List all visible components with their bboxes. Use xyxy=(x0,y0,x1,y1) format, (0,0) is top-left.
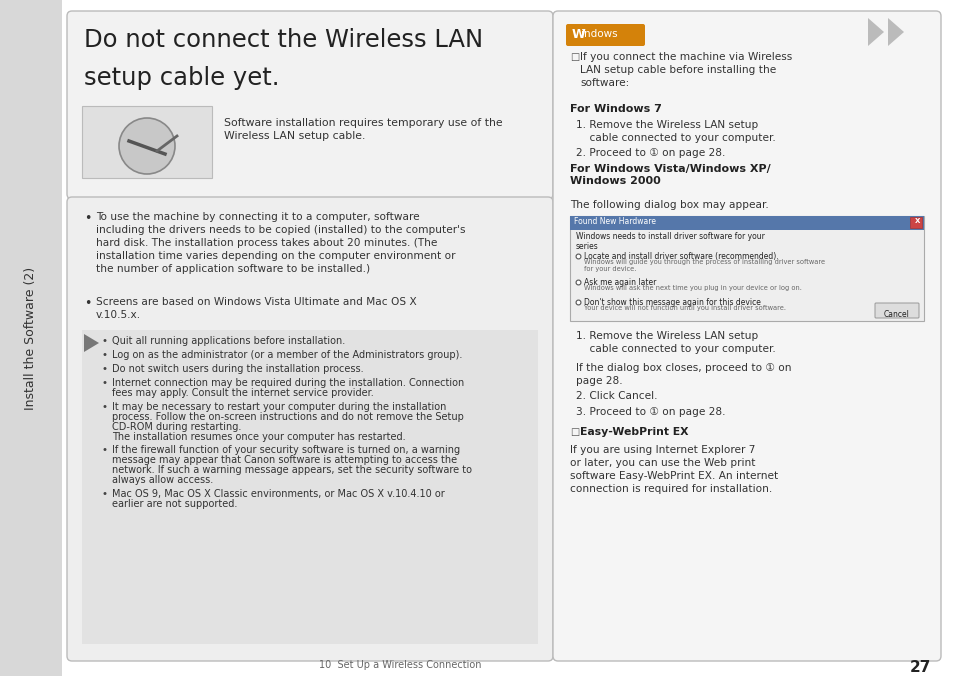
Text: It may be necessary to restart your computer during the installation: It may be necessary to restart your comp… xyxy=(112,402,446,412)
Text: process. Follow the on-screen instructions and do not remove the Setup: process. Follow the on-screen instructio… xyxy=(112,412,463,422)
Text: □: □ xyxy=(569,427,578,437)
Text: 27: 27 xyxy=(908,660,930,675)
Text: •: • xyxy=(102,445,108,455)
Text: earlier are not supported.: earlier are not supported. xyxy=(112,499,237,509)
FancyBboxPatch shape xyxy=(67,197,553,661)
Text: Cancel: Cancel xyxy=(883,310,909,319)
Text: Don't show this message again for this device: Don't show this message again for this d… xyxy=(583,298,760,307)
Text: If the firewall function of your security software is turned on, a warning: If the firewall function of your securit… xyxy=(112,445,459,455)
Text: For Windows Vista/Windows XP/
Windows 2000: For Windows Vista/Windows XP/ Windows 20… xyxy=(569,164,770,187)
Text: Quit all running applications before installation.: Quit all running applications before ins… xyxy=(112,336,345,346)
Text: Software installation requires temporary use of the
Wireless LAN setup cable.: Software installation requires temporary… xyxy=(224,118,502,141)
Text: •: • xyxy=(102,350,108,360)
Text: Log on as the administrator (or a member of the Administrators group).: Log on as the administrator (or a member… xyxy=(112,350,462,360)
Text: The installation resumes once your computer has restarted.: The installation resumes once your compu… xyxy=(112,432,405,442)
Text: If you are using Internet Explorer 7
or later, you can use the Web print
softwar: If you are using Internet Explorer 7 or … xyxy=(569,445,778,494)
Text: indows: indows xyxy=(580,29,617,39)
Text: 10  Set Up a Wireless Connection: 10 Set Up a Wireless Connection xyxy=(318,660,480,670)
Text: for your device.: for your device. xyxy=(583,266,636,272)
Text: If you connect the machine via Wireless
LAN setup cable before installing the
so: If you connect the machine via Wireless … xyxy=(579,52,791,88)
Text: The following dialog box may appear.: The following dialog box may appear. xyxy=(569,200,768,210)
Text: •: • xyxy=(102,378,108,388)
Text: •: • xyxy=(102,402,108,412)
Text: always allow access.: always allow access. xyxy=(112,475,213,485)
Text: For Windows 7: For Windows 7 xyxy=(569,104,661,114)
Text: To use the machine by connecting it to a computer, software
including the driver: To use the machine by connecting it to a… xyxy=(96,212,465,274)
Text: •: • xyxy=(102,364,108,374)
Text: •: • xyxy=(102,336,108,346)
Text: 1. Remove the Wireless LAN setup
    cable connected to your computer.: 1. Remove the Wireless LAN setup cable c… xyxy=(576,331,775,354)
Text: Windows needs to install driver software for your: Windows needs to install driver software… xyxy=(576,232,764,241)
Text: 3. Proceed to ① on page 28.: 3. Proceed to ① on page 28. xyxy=(576,407,724,417)
Bar xyxy=(0,0,62,676)
Text: Locate and install driver software (recommended).: Locate and install driver software (reco… xyxy=(583,252,778,261)
Text: •: • xyxy=(84,297,91,310)
Bar xyxy=(82,106,212,178)
Text: 1. Remove the Wireless LAN setup
    cable connected to your computer.: 1. Remove the Wireless LAN setup cable c… xyxy=(576,120,775,143)
Text: fees may apply. Consult the internet service provider.: fees may apply. Consult the internet ser… xyxy=(112,388,374,398)
Text: Your device will not function until you install driver software.: Your device will not function until you … xyxy=(583,305,785,311)
Text: Found New Hardware: Found New Hardware xyxy=(574,217,656,226)
FancyBboxPatch shape xyxy=(565,24,644,46)
Text: Ask me again later: Ask me again later xyxy=(583,278,656,287)
Text: Do not switch users during the installation process.: Do not switch users during the installat… xyxy=(112,364,363,374)
Text: CD-ROM during restarting.: CD-ROM during restarting. xyxy=(112,422,241,432)
Circle shape xyxy=(119,118,174,174)
Text: Do not connect the Wireless LAN: Do not connect the Wireless LAN xyxy=(84,28,482,52)
Text: 2. Proceed to ① on page 28.: 2. Proceed to ① on page 28. xyxy=(576,148,724,158)
Text: Mac OS 9, Mac OS X Classic environments, or Mac OS X v.10.4.10 or: Mac OS 9, Mac OS X Classic environments,… xyxy=(112,489,444,499)
Text: •: • xyxy=(84,212,91,225)
Text: message may appear that Canon software is attempting to access the: message may appear that Canon software i… xyxy=(112,455,456,465)
FancyBboxPatch shape xyxy=(874,303,918,318)
Text: 2. Click Cancel.: 2. Click Cancel. xyxy=(576,391,657,401)
Polygon shape xyxy=(84,334,99,352)
Bar xyxy=(82,330,537,644)
Text: Internet connection may be required during the installation. Connection: Internet connection may be required duri… xyxy=(112,378,464,388)
Text: □: □ xyxy=(569,52,578,62)
Text: network. If such a warning message appears, set the security software to: network. If such a warning message appea… xyxy=(112,465,472,475)
Bar xyxy=(569,216,923,230)
FancyBboxPatch shape xyxy=(553,11,940,661)
Polygon shape xyxy=(887,18,903,46)
Bar xyxy=(909,217,921,228)
Text: •: • xyxy=(102,489,108,499)
Bar xyxy=(569,216,923,321)
Text: series: series xyxy=(576,242,598,251)
Text: Windows will ask the next time you plug in your device or log on.: Windows will ask the next time you plug … xyxy=(583,285,801,291)
Text: If the dialog box closes, proceed to ① on
page 28.: If the dialog box closes, proceed to ① o… xyxy=(576,363,791,386)
Text: Screens are based on Windows Vista Ultimate and Mac OS X
v.10.5.x.: Screens are based on Windows Vista Ultim… xyxy=(96,297,416,320)
Polygon shape xyxy=(867,18,883,46)
Text: W: W xyxy=(572,28,585,41)
Text: Easy-WebPrint EX: Easy-WebPrint EX xyxy=(579,427,688,437)
Text: Windows will guide you through the process of installing driver software: Windows will guide you through the proce… xyxy=(583,259,824,265)
Text: setup cable yet.: setup cable yet. xyxy=(84,66,279,90)
FancyBboxPatch shape xyxy=(67,11,553,199)
Text: Install the Software (2): Install the Software (2) xyxy=(25,266,37,410)
Text: X: X xyxy=(914,218,920,224)
